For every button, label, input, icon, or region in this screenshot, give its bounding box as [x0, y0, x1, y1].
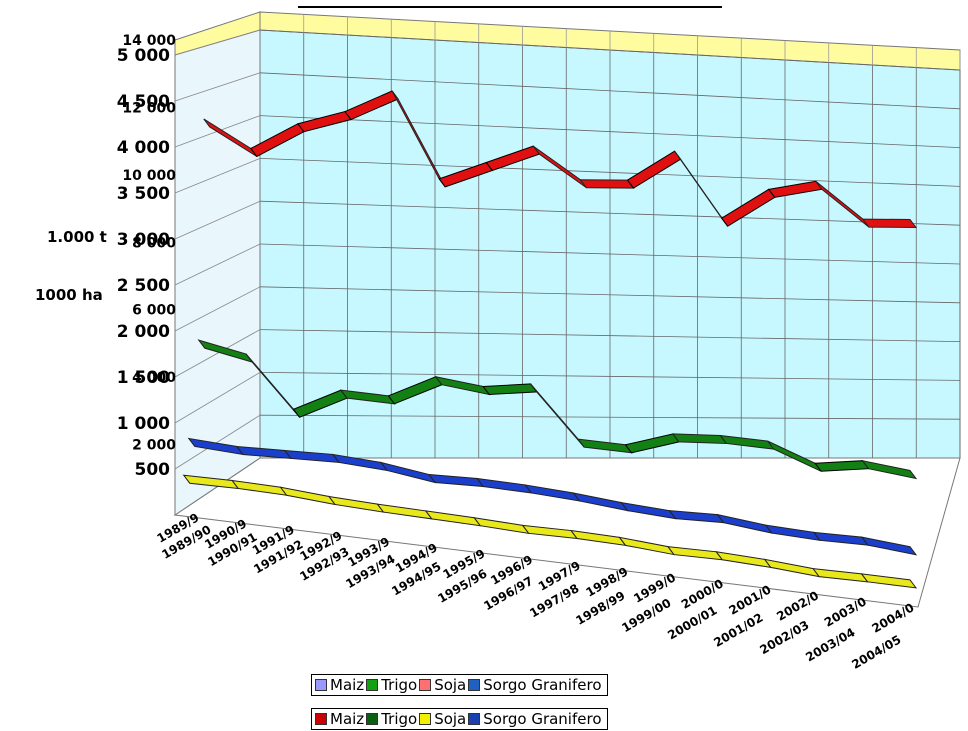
x-tick-full: 2004/05	[849, 632, 903, 671]
y-tick-ha: 2 500	[117, 276, 170, 296]
legend-swatch	[419, 713, 432, 725]
legend-item: Maiz	[315, 676, 364, 694]
left-wall	[174, 11, 261, 516]
grid-line-side	[174, 29, 261, 56]
grid-line-side	[174, 158, 261, 194]
grid-line-side	[174, 372, 261, 424]
grid-line-side	[174, 414, 261, 470]
series-segment	[860, 573, 918, 589]
y-tick-ha: 3 500	[117, 184, 170, 204]
legend-swatch	[315, 713, 327, 725]
y-tick-ha: 2 000	[117, 322, 170, 342]
legend-label: Sorgo Granifero	[483, 710, 602, 728]
y-tick-ha: 500	[135, 460, 171, 480]
legend-label: Soja	[434, 710, 467, 728]
legend-item: Soja	[419, 676, 466, 694]
legend-swatch	[468, 713, 481, 725]
y-tick-ha: 1 500	[117, 368, 170, 388]
legend-item: Maiz	[315, 710, 364, 728]
series-segment	[861, 218, 918, 228]
legend-label: Maiz	[330, 710, 365, 728]
grid-line-side	[174, 72, 261, 102]
x-tick-short: 2001/0	[727, 582, 774, 617]
legend-item: Sorgo Granifero	[468, 676, 602, 694]
y-tick-t: 8 000	[132, 235, 176, 251]
y-tick-ha: 3 000	[117, 230, 170, 250]
y-tick-ha: 5 000	[117, 46, 170, 66]
grid-line-side	[174, 243, 261, 286]
series-segment	[671, 433, 728, 444]
legend-item: Soja	[419, 710, 466, 728]
grid-line-side	[174, 329, 261, 378]
x-tick-short: 2002/0	[774, 588, 821, 623]
y-tick-t: 4 000	[132, 370, 176, 386]
legend-top: Maiz Trigo Soja Sorgo Granifero	[311, 674, 608, 696]
legend-label: Sorgo Granifero	[483, 676, 602, 694]
y-axis-label-t: 1.000 t	[47, 228, 107, 246]
legend-label: Maiz	[330, 676, 365, 694]
x-tick-short: 2003/0	[822, 594, 869, 629]
legend-bottom: Maiz Trigo Soja Sorgo Granifero	[311, 708, 608, 730]
legend-swatch	[419, 679, 432, 691]
legend-swatch	[366, 713, 379, 725]
legend-label: Trigo	[381, 710, 418, 728]
y-tick-t: 10 000	[122, 168, 176, 184]
series-segment	[860, 536, 918, 556]
legend-item: Sorgo Granifero	[468, 710, 602, 728]
x-tick-short: 2000/0	[679, 576, 726, 611]
legend-label: Trigo	[381, 676, 418, 694]
grid-line-side	[174, 286, 261, 332]
y-axis-label-ha: 1000 ha	[35, 286, 103, 304]
series-segment	[861, 459, 918, 480]
legend-swatch	[366, 679, 379, 691]
y-tick-t: 6 000	[132, 303, 176, 319]
y-tick-t: 2 000	[132, 438, 176, 454]
legend-swatch	[468, 679, 481, 691]
y-tick-ha: 4 500	[117, 92, 170, 112]
x-tick-short: 2004/0	[870, 600, 917, 635]
y-tick-t: 14 000	[122, 33, 176, 49]
legend-item: Trigo	[366, 676, 417, 694]
y-tick-ha: 4 000	[117, 138, 170, 158]
legend-swatch	[315, 679, 327, 691]
grid-line-side	[174, 200, 261, 240]
legend-label: Soja	[434, 676, 467, 694]
legend-item: Trigo	[366, 710, 417, 728]
series-segment	[579, 179, 635, 189]
y-tick-ha: 1 000	[117, 414, 170, 434]
x-tick-short: 1999/0	[631, 570, 678, 605]
y-tick-t: 12 000	[122, 100, 176, 116]
